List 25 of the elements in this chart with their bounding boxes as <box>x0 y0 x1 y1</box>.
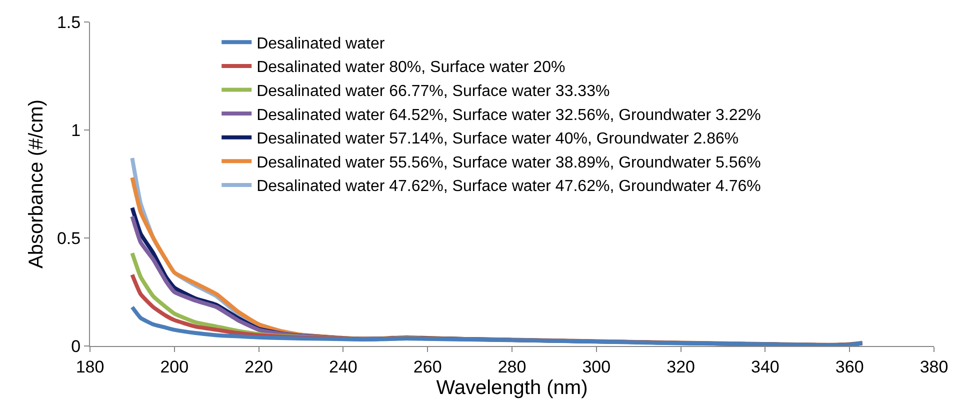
x-tick-label: 300 <box>582 357 611 376</box>
legend-label: Desalinated water 47.62%, Surface water 47.62%, Groundwater 4.76% <box>256 178 761 196</box>
line-series <box>130 305 864 346</box>
x-tick-label: 180 <box>76 357 104 376</box>
legend-label: Desalinated water 64.52%, Surface water 32.56%, Groundwater 3.22% <box>256 106 761 124</box>
y-tick-label: 1 <box>71 120 81 140</box>
x-tick-label: 360 <box>835 357 864 376</box>
legend-label: Desalinated water 55.56%, Surface water 38.89%, Groundwater 5.56% <box>256 154 761 172</box>
x-tick-label: 240 <box>329 357 358 376</box>
x-tick-label: 380 <box>920 357 948 376</box>
x-tick-label: 200 <box>160 357 189 376</box>
legend-label: Desalinated water <box>256 35 386 52</box>
legend-label: Desalinated water 66.77%, Surface water 33.33% <box>256 82 610 100</box>
y-tick-label: 1.5 <box>56 12 81 32</box>
y-tick-label: 0.5 <box>56 228 81 248</box>
y-tick-label: 0 <box>71 336 81 356</box>
legend-label: Desalinated water 80%, Surface water 20% <box>256 59 566 76</box>
x-axis-title: Wavelength (nm) <box>436 376 588 399</box>
legend-label: Desalinated water 57.14%, Surface water 40%, Groundwater 2.86% <box>256 130 739 148</box>
x-tick-label: 220 <box>244 357 273 376</box>
x-tick-label: 260 <box>413 357 442 376</box>
y-axis-title: Absorbance (#/cm) <box>25 100 48 268</box>
x-tick-label: 280 <box>498 357 526 376</box>
x-tick-label: 320 <box>666 357 695 376</box>
x-tick-label: 340 <box>751 357 780 376</box>
